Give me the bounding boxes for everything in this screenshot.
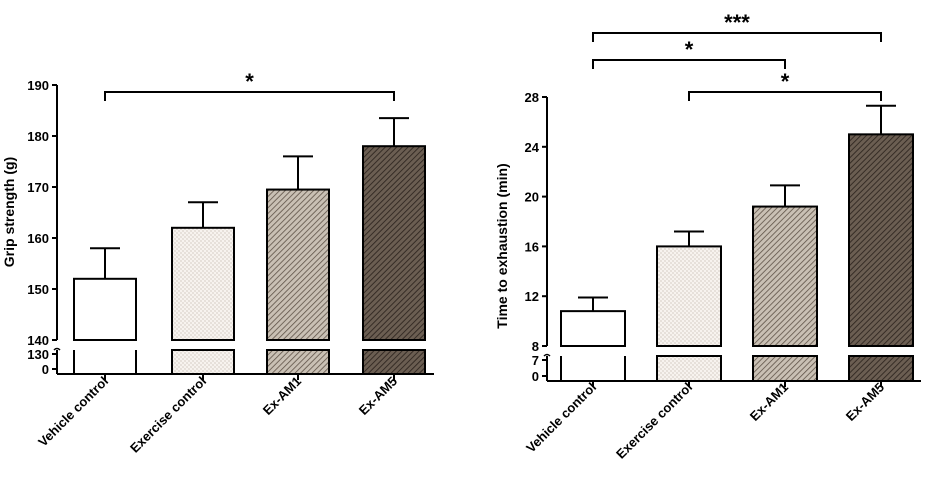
y-tick-label: 24	[525, 140, 540, 155]
y-tick-label: 7	[532, 353, 539, 368]
significance-label: *	[245, 69, 254, 94]
significance-bracket	[592, 59, 786, 69]
category-label: Vehicle control	[35, 374, 111, 450]
bar-lower-segment	[752, 355, 818, 382]
bar	[848, 133, 914, 347]
axis-break-mark	[53, 347, 61, 351]
y-axis-title: Time to exhaustion (min)	[494, 163, 510, 328]
y-tick-label: 20	[525, 190, 539, 205]
category-label: Ex-AM1	[747, 380, 791, 424]
y-tick-label: 140	[27, 333, 49, 348]
significance-label: *	[781, 69, 790, 94]
y-tick-label: 28	[525, 90, 539, 105]
significance-bracket	[688, 91, 882, 101]
bar-lower-segment	[848, 355, 914, 382]
y-tick-label: 16	[525, 239, 539, 254]
y-tick-label: 160	[27, 231, 49, 246]
bar-lower-segment	[362, 349, 426, 375]
bar	[752, 205, 818, 347]
bar-lower-segment	[171, 349, 235, 375]
y-tick-label: 190	[27, 78, 49, 93]
bar	[171, 226, 235, 341]
category-label: Vehicle control	[523, 380, 599, 456]
significance-label: ***	[724, 10, 750, 35]
y-tick-label: 12	[525, 289, 539, 304]
bar	[73, 277, 137, 341]
y-tick-label: 170	[27, 180, 49, 195]
significance-bracket	[104, 91, 395, 101]
category-label: Ex-AM5	[843, 380, 887, 424]
significance-bracket	[592, 32, 882, 42]
category-label: Ex-AM5	[356, 374, 400, 418]
y-tick-label: 8	[532, 339, 539, 354]
bar	[266, 188, 330, 341]
category-label: Ex-AM1	[260, 374, 304, 418]
y-tick-label: 180	[27, 129, 49, 144]
category-label: Exercise control	[613, 380, 695, 462]
y-tick-label: 0	[42, 362, 49, 377]
y-tick-label: 150	[27, 282, 49, 297]
bar	[560, 310, 626, 348]
axis-break-mark	[543, 353, 551, 357]
y-tick-label: 0	[532, 369, 539, 384]
y-axis-title: Grip strength (g)	[1, 157, 17, 267]
bar-lower-segment	[266, 349, 330, 375]
category-label: Exercise control	[127, 374, 209, 456]
significance-label: *	[685, 37, 694, 62]
bar-lower-segment	[656, 355, 722, 382]
y-tick-label: 130	[27, 347, 49, 362]
bar	[656, 245, 722, 347]
bar	[362, 145, 426, 341]
time-to-exhaustion-panel: 8 12 16 20 24 28 70 Time to exhaustion (min) Veh…	[494, 10, 921, 462]
